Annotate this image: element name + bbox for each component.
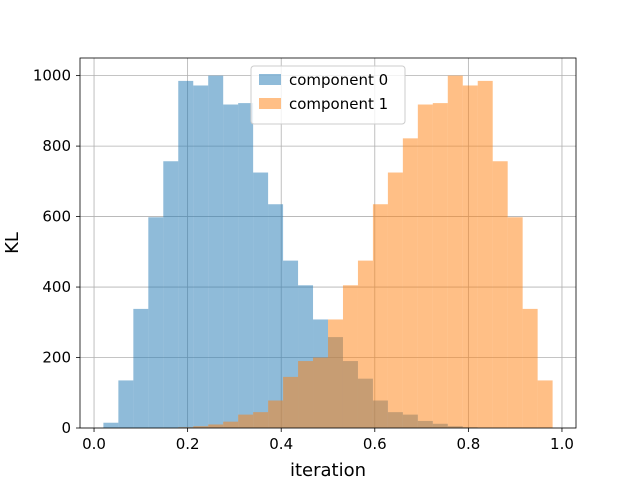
histogram-bar [223,421,239,428]
histogram-bar [357,260,373,428]
histogram-bar [268,400,284,428]
plot-frame [79,57,577,429]
x-tick-label: 0.2 [176,435,200,453]
histogram-bar [298,361,314,428]
x-tick-label: 0.0 [82,435,106,453]
histogram-bar [133,308,149,428]
histogram-bar [417,104,433,428]
legend-box [250,65,406,125]
legend-label: component 1 [289,95,388,113]
y-tick-label: 600 [42,208,71,226]
y-axis-label: KL [2,232,23,254]
x-axis-label: iteration [290,460,366,480]
histogram-bar [328,319,343,428]
x-tick-label: 1.0 [550,435,574,453]
histogram-bar [253,172,269,428]
histogram-bar [148,217,164,428]
histogram-bar [208,75,224,428]
histogram-bar [103,422,119,428]
histogram-bar [283,376,299,428]
series-1 [178,75,553,429]
histogram-bar [118,380,134,428]
x-tick-label: 0.4 [269,435,293,453]
histogram-bar [208,424,224,428]
histogram-bar [447,75,463,428]
bars [103,75,553,429]
y-tick-label: 400 [42,278,71,296]
histogram-bar [507,217,523,428]
histogram-bar [238,414,254,428]
histogram-bar [223,104,239,428]
histogram-bar [372,204,388,428]
histogram-bar [387,172,403,428]
histogram-bar [402,138,418,429]
histogram-bar [193,426,209,428]
histogram-bar [238,103,254,428]
histogram-bar [268,204,284,428]
legend-swatch [259,74,281,85]
histogram-bar [313,357,328,428]
histogram-bar [537,380,553,428]
histogram-bar [193,85,209,428]
histogram-bar [163,161,179,428]
y-tick-label: 800 [42,137,71,155]
histogram-bar [477,80,493,429]
histogram-bar [492,161,508,428]
histogram-bar [253,412,269,428]
y-tick-label: 1000 [33,67,71,85]
legend-label: component 0 [289,71,388,89]
histogram-bar [462,85,478,428]
legend-swatch [259,98,281,109]
legend: component 0 component 1 [250,65,406,125]
y-tick-label: 0 [61,419,71,437]
y-tick-label: 200 [42,349,71,367]
x-tick-label: 0.6 [363,435,387,453]
histogram-bar [522,308,538,428]
axis-ticks: 0.0 0.2 0.4 0.6 0.8 1.0 0 200 400 600 800 1000 [33,67,574,453]
x-tick-label: 0.8 [456,435,480,453]
histogram-bar [178,80,194,429]
histogram-bar [432,103,448,428]
histogram-bar [342,285,358,428]
